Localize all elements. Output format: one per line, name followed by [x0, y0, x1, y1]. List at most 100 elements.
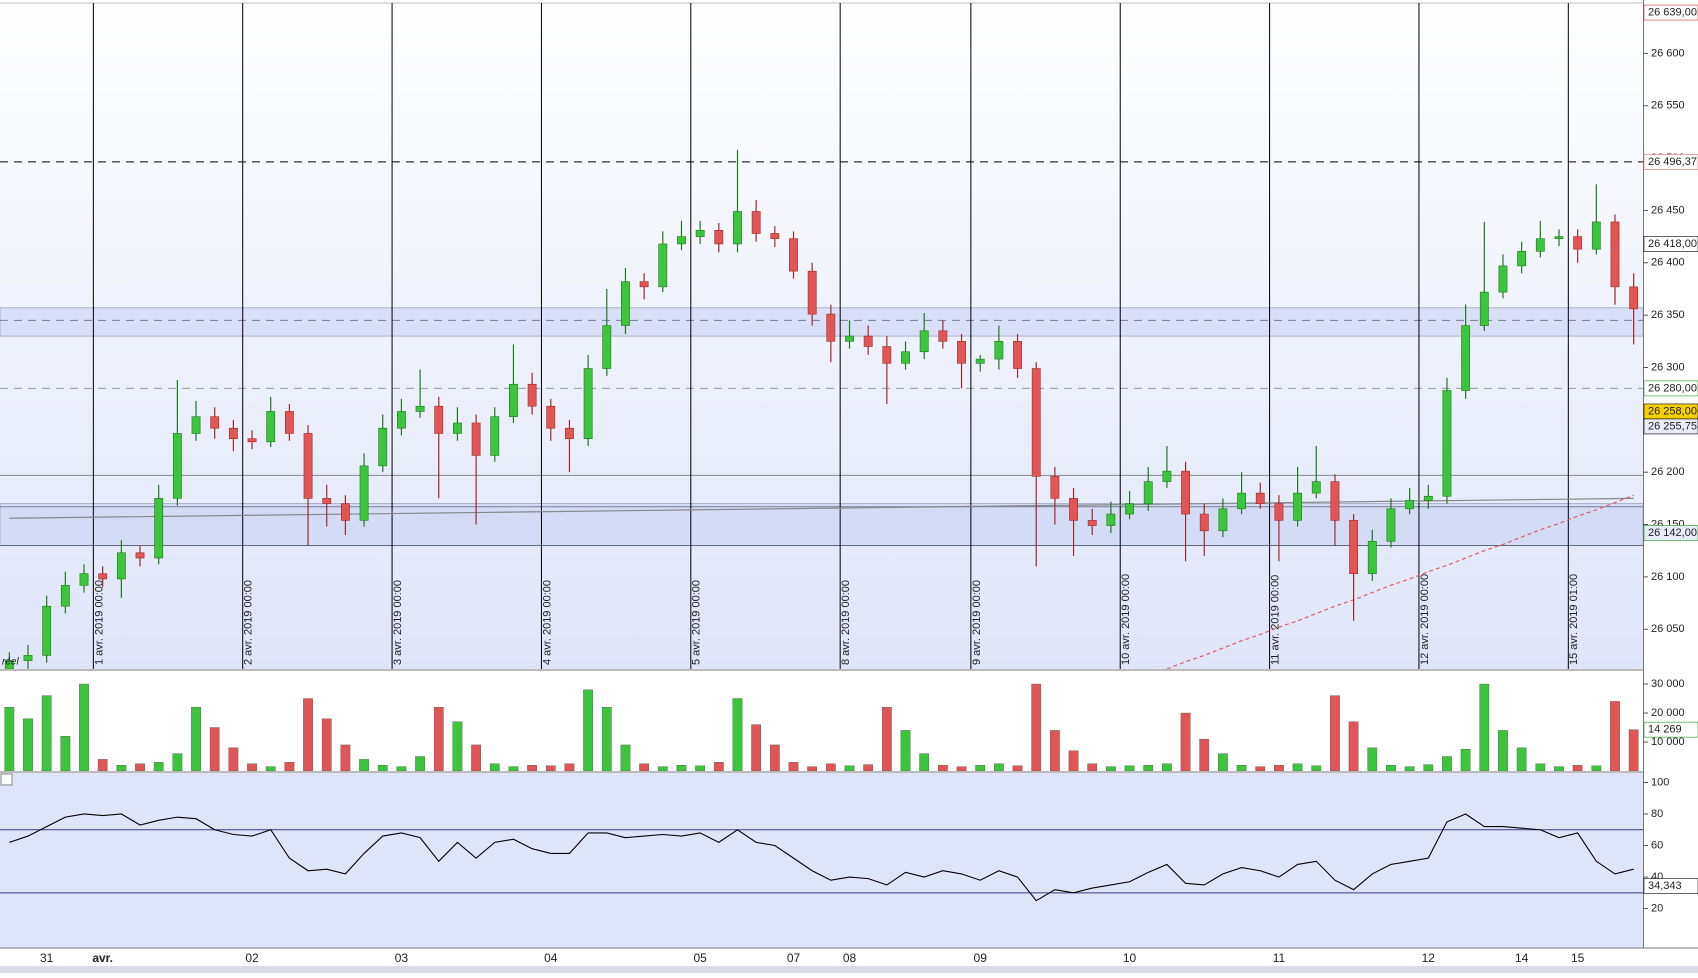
volume-bar	[732, 698, 743, 771]
candle-body	[415, 405, 425, 412]
candle-body	[1330, 481, 1340, 521]
candle-body	[1106, 513, 1116, 526]
candle-body	[1218, 508, 1228, 532]
volume-bar	[1292, 763, 1303, 771]
candle-body	[527, 383, 537, 407]
price-tag	[1643, 878, 1698, 894]
volume-bar	[191, 707, 201, 771]
volume-bar	[79, 683, 89, 771]
x-tick-label: 05	[693, 951, 707, 965]
candle-body	[1274, 503, 1284, 521]
candle-body	[1573, 236, 1583, 250]
y-tick-label: 100	[1651, 776, 1669, 788]
volume-bar	[396, 766, 407, 771]
candle-body	[1069, 498, 1078, 521]
volume-bar	[1386, 765, 1396, 771]
y-tick-label: 10 000	[1651, 736, 1685, 748]
candle-body	[116, 552, 126, 580]
x-tick-label: 08	[843, 951, 857, 965]
scrollbar[interactable]	[0, 966, 1698, 973]
candle-body	[807, 270, 817, 315]
y-tick-label: 26 550	[1651, 100, 1685, 112]
candle-body	[1050, 476, 1060, 499]
candle-body	[1013, 341, 1022, 369]
candle-body	[1591, 221, 1601, 250]
candle-body	[1461, 325, 1471, 391]
x-tick-label: 09	[974, 951, 988, 965]
price-tag-label: 26 258,00	[1648, 405, 1697, 417]
session-label: 4 avr. 2019 00:00	[541, 580, 553, 665]
candle-body	[1162, 470, 1172, 482]
volume-bar	[527, 765, 537, 771]
volume-bar	[751, 724, 762, 771]
y-tick-label: 30 000	[1651, 678, 1685, 690]
y-tick-label: 26 400	[1651, 257, 1685, 269]
volume-bar	[1348, 721, 1359, 771]
price-tag-label: 34,343	[1648, 880, 1682, 892]
volume-bar	[1199, 738, 1210, 771]
volume-bar	[116, 765, 127, 771]
panel-icon[interactable]	[0, 773, 13, 786]
volume-bar	[956, 766, 967, 771]
volume-bar	[4, 707, 15, 771]
candle-body	[154, 498, 164, 559]
candle-body	[397, 411, 406, 429]
rsi-layer	[0, 813, 1643, 902]
x-tick-label: 10	[1123, 951, 1137, 965]
price-tag	[1643, 721, 1698, 738]
volume-bar	[1498, 730, 1508, 771]
volume-bar	[303, 698, 313, 771]
volume-bar	[1442, 756, 1452, 771]
y-tick-label: 26 300	[1651, 361, 1685, 373]
candle-body	[901, 351, 910, 364]
annotation: réel	[2, 657, 19, 668]
volume-bar	[620, 744, 631, 771]
volume-bar	[788, 762, 799, 771]
candle-body	[228, 427, 238, 439]
candle-body	[172, 433, 182, 499]
volume-bar	[657, 766, 668, 771]
x-tick-label: 11	[1273, 951, 1286, 965]
candle-body	[359, 465, 369, 521]
y-tick-label: 26 350	[1651, 309, 1685, 321]
candle-body	[266, 411, 276, 443]
candle-body	[247, 438, 257, 443]
volume-bar	[994, 763, 1004, 771]
volume-bar	[1404, 766, 1415, 771]
volume-bar	[1106, 766, 1116, 771]
candle-body	[975, 358, 985, 364]
volume-bar	[863, 764, 874, 771]
candle-body	[1031, 368, 1041, 477]
x-tick-label: avr.	[92, 951, 113, 965]
candle-body	[845, 335, 854, 342]
trend-line	[9, 497, 1634, 519]
candle-body	[826, 313, 836, 342]
y-tick-label: 26 600	[1651, 47, 1685, 59]
session-label: 1 avr. 2019 00:00	[93, 580, 105, 665]
volume-bar	[1068, 750, 1079, 771]
candle-body	[919, 330, 929, 353]
volume-bar	[1610, 701, 1620, 771]
volume-bar	[1050, 730, 1060, 771]
price-tag	[1643, 525, 1698, 541]
y-tick-label: 26 050	[1651, 623, 1685, 635]
candle-body	[434, 405, 444, 434]
candle-body	[1498, 265, 1508, 293]
candle-body	[378, 427, 388, 467]
candle-body	[1199, 513, 1209, 532]
price-tag-label: 14 269	[1648, 724, 1682, 736]
candle-body	[863, 335, 873, 347]
candle-body	[4, 660, 14, 669]
volume-bar	[807, 766, 818, 771]
candle-body	[1143, 481, 1153, 504]
volume-bar	[1554, 766, 1564, 771]
candle-body	[546, 405, 556, 429]
volume-bar	[1012, 765, 1023, 771]
volume-bar	[975, 765, 986, 771]
candle-body	[565, 427, 574, 439]
volume-bar	[97, 759, 108, 771]
volume-bar	[209, 727, 220, 771]
volume-bar	[564, 763, 575, 771]
candle-body	[284, 411, 294, 434]
volume-bar	[545, 765, 556, 771]
